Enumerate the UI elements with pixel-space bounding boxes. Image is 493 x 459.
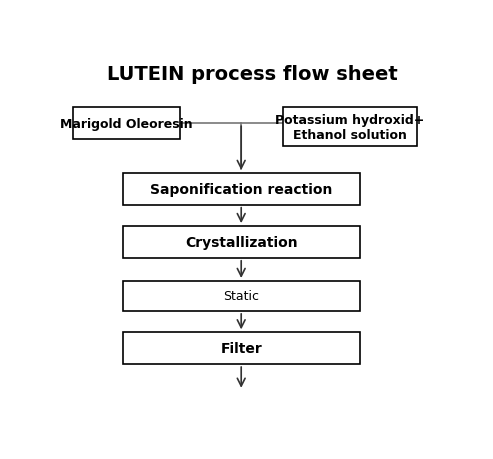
Text: Filter: Filter: [220, 341, 262, 355]
Bar: [123, 226, 360, 258]
Text: Static: Static: [223, 290, 259, 303]
Bar: [283, 108, 417, 147]
Text: Potassium hydroxid+
Ethanol solution: Potassium hydroxid+ Ethanol solution: [276, 113, 425, 141]
Text: Crystallization: Crystallization: [185, 235, 297, 249]
Bar: [123, 174, 360, 205]
Text: Saponification reaction: Saponification reaction: [150, 182, 332, 196]
Text: Marigold Oleoresin: Marigold Oleoresin: [60, 118, 193, 130]
Bar: [123, 281, 360, 311]
Bar: [73, 108, 180, 140]
Text: LUTEIN process flow sheet: LUTEIN process flow sheet: [107, 65, 398, 84]
Bar: [123, 332, 360, 364]
